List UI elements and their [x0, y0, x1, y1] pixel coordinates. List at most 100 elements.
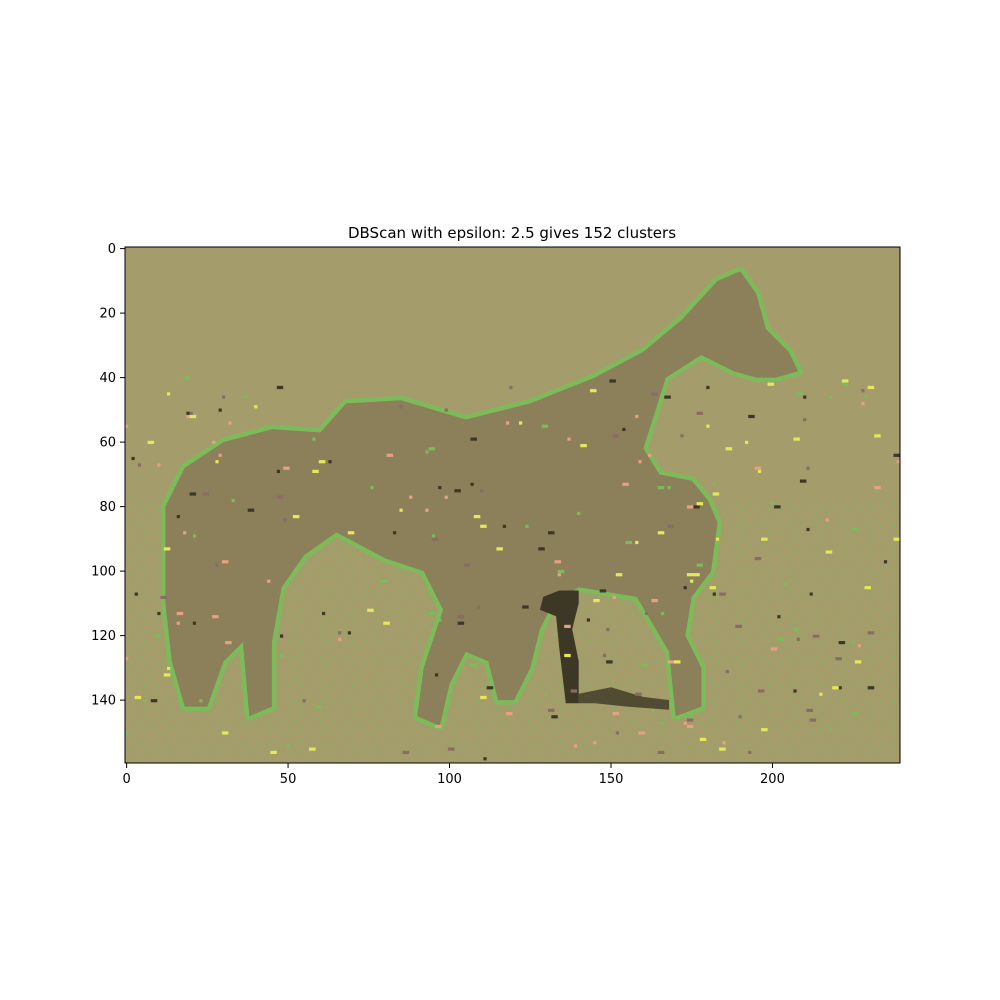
noise-pixel	[829, 728, 833, 732]
noise-pixel	[131, 456, 135, 461]
noise-pixel	[706, 424, 710, 428]
noise-pixel	[874, 434, 881, 438]
noise-pixel	[803, 395, 807, 399]
noise-pixel	[686, 573, 694, 577]
noise-pixel	[318, 460, 326, 464]
ground-detail-cluster	[578, 687, 670, 710]
noise-pixel	[809, 718, 817, 722]
noise-pixel	[761, 728, 768, 732]
noise-pixel	[486, 686, 494, 690]
noise-pixel	[602, 653, 607, 658]
x-tick-label: 150	[599, 772, 624, 787]
noise-pixel	[725, 447, 733, 451]
noise-pixel	[777, 615, 781, 619]
noise-pixel	[221, 731, 229, 735]
noise-pixel	[625, 540, 632, 545]
horse-body-cluster	[165, 271, 799, 726]
noise-pixel	[125, 424, 129, 428]
noise-pixel	[861, 402, 865, 406]
noise-pixel	[428, 447, 435, 451]
noise-pixel	[712, 592, 716, 596]
noise-pixel	[338, 637, 342, 641]
noise-pixel	[244, 395, 248, 399]
noise-pixel	[554, 560, 561, 564]
noise-pixel	[189, 414, 197, 419]
noise-pixel	[796, 392, 804, 396]
noise-pixel	[806, 527, 810, 532]
noise-pixel	[428, 611, 435, 616]
noise-pixel	[218, 408, 222, 412]
noise-pixel	[393, 531, 397, 535]
noise-pixel	[722, 741, 726, 745]
noise-pixel	[367, 608, 374, 612]
noise-pixel	[719, 592, 726, 596]
noise-pixel	[874, 486, 881, 490]
noise-pixel	[612, 595, 616, 599]
noise-pixel	[806, 708, 813, 712]
noise-pixel	[622, 427, 626, 431]
noise-pixel	[757, 689, 765, 693]
noise-pixel	[577, 511, 581, 515]
noise-pixel	[783, 582, 787, 586]
noise-pixel	[896, 460, 900, 464]
noise-pixel	[276, 385, 280, 390]
noise-pixel	[599, 589, 607, 593]
noise-pixel	[725, 670, 729, 674]
noise-pixel	[757, 469, 762, 473]
noise-pixel	[470, 663, 477, 667]
noise-pixel	[157, 611, 161, 616]
noise-pixel	[225, 641, 232, 645]
noise-pixel	[719, 747, 726, 751]
noise-pixel	[312, 437, 316, 441]
noise-pixel	[399, 508, 403, 512]
noise-pixel	[806, 466, 810, 470]
noise-pixel	[147, 440, 155, 444]
noise-pixel	[435, 724, 442, 729]
noise-pixel	[690, 715, 694, 719]
noise-pixel	[247, 508, 255, 512]
noise-pixel	[134, 592, 138, 596]
noise-pixel	[551, 715, 558, 719]
noise-pixel	[292, 515, 300, 519]
noise-pixel	[338, 631, 342, 635]
noise-pixel	[548, 531, 555, 535]
noise-pixel	[212, 440, 216, 444]
noise-pixel	[735, 624, 742, 628]
noise-pixel	[838, 641, 846, 645]
noise-pixel	[464, 563, 471, 567]
noise-pixel	[612, 712, 620, 716]
noise-pixel	[519, 421, 523, 425]
noise-pixel	[483, 757, 487, 761]
noise-pixel	[270, 750, 277, 754]
noise-pixel	[825, 550, 833, 554]
y-tick-label: 80	[99, 500, 116, 515]
noise-pixel	[738, 715, 742, 719]
noise-pixel	[864, 586, 871, 590]
noise-pixel	[506, 421, 510, 425]
noise-pixel	[276, 495, 284, 499]
noise-pixel	[221, 395, 226, 399]
noise-pixel	[686, 718, 694, 722]
y-axis: 0 20 40 60 80 100 120 140	[91, 242, 125, 709]
noise-pixel	[651, 599, 658, 603]
noise-pixel	[793, 628, 800, 632]
noise-pixel	[444, 408, 448, 412]
noise-pixel	[218, 453, 222, 457]
noise-pixel	[706, 385, 710, 390]
noise-pixel	[538, 547, 545, 551]
noise-pixel	[192, 621, 196, 625]
noise-pixel	[657, 750, 665, 754]
noise-pixel	[322, 611, 326, 616]
noise-pixel	[473, 515, 481, 519]
x-tick-label: 0	[122, 772, 130, 787]
noise-pixel	[693, 573, 700, 577]
noise-pixel	[748, 414, 755, 419]
noise-pixel	[586, 618, 590, 622]
noise-pixel	[347, 631, 351, 635]
noise-pixel	[254, 405, 258, 409]
noise-pixel	[893, 537, 900, 541]
noise-pixel	[137, 463, 142, 467]
x-tick-label: 50	[280, 772, 297, 787]
noise-pixel	[186, 414, 190, 419]
noise-pixel	[612, 434, 620, 438]
